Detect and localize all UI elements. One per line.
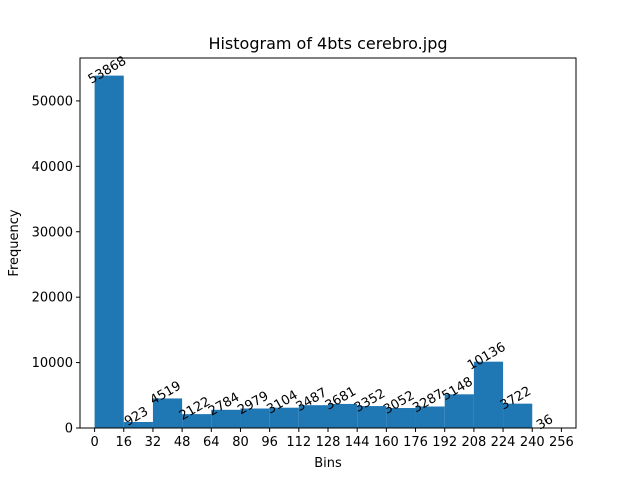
- y-tick-label: 10000: [32, 356, 73, 371]
- y-tick-label: 20000: [32, 291, 73, 306]
- y-tick-label: 0: [65, 422, 73, 437]
- histogram-bar: [95, 76, 124, 428]
- x-tick-label: 160: [374, 435, 399, 450]
- x-tick-label: 80: [232, 435, 249, 450]
- x-tick-label: 144: [345, 435, 370, 450]
- x-tick-label: 192: [432, 435, 457, 450]
- chart-title: Histogram of 4bts cerebro.jpg: [208, 34, 447, 53]
- x-tick-label: 96: [261, 435, 278, 450]
- x-tick-label: 176: [403, 435, 428, 450]
- x-tick-label: 240: [520, 435, 545, 450]
- y-tick-label: 50000: [32, 94, 73, 109]
- x-tick-label: 256: [549, 435, 574, 450]
- x-tick-label: 48: [174, 435, 191, 450]
- x-axis-label: Bins: [314, 456, 342, 471]
- y-axis-label: Frequency: [7, 209, 22, 276]
- x-tick-label: 112: [286, 435, 311, 450]
- histogram-bar: [474, 362, 503, 428]
- x-tick-label: 208: [461, 435, 486, 450]
- y-tick-label: 30000: [32, 225, 73, 240]
- y-tick-label: 40000: [32, 160, 73, 175]
- x-tick-label: 32: [145, 435, 162, 450]
- x-tick-label: 64: [203, 435, 220, 450]
- x-tick-label: 16: [115, 435, 132, 450]
- x-tick-label: 128: [316, 435, 341, 450]
- x-tick-label: 0: [90, 435, 98, 450]
- x-tick-label: 224: [491, 435, 516, 450]
